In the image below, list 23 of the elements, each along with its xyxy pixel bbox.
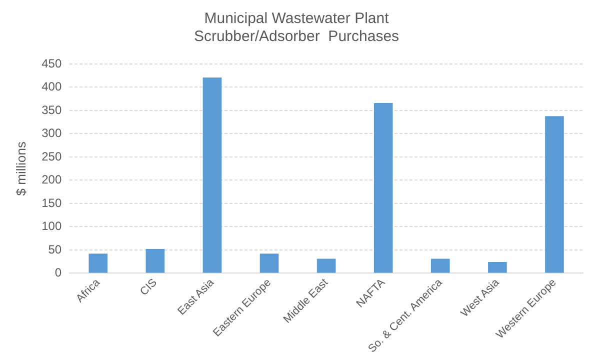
y-axis-title: $ millions (13, 141, 28, 196)
bar (430, 258, 450, 273)
bar (146, 249, 165, 273)
x-tick-label: CIS (138, 276, 160, 298)
y-tick-label: 250 (42, 149, 62, 164)
y-tick-label: 0 (54, 266, 62, 280)
y-tick-label: 150 (42, 196, 62, 210)
bar (316, 258, 336, 273)
text: Municipal Wastewater Plant (204, 10, 389, 28)
y-tick-label: 350 (42, 102, 62, 117)
text: Scrubber/Adsorber Purchases (194, 28, 400, 46)
y-tick-label: 300 (42, 126, 62, 140)
y-tick-label: 450 (42, 56, 62, 70)
y-tick-label: 400 (42, 80, 62, 94)
y-tick-label: 50 (48, 242, 62, 256)
bar (488, 262, 507, 273)
y-tick-label: 100 (42, 219, 62, 234)
bar (88, 254, 108, 273)
y-tick-label: 200 (42, 172, 62, 187)
bar (545, 116, 564, 273)
bar (202, 77, 222, 273)
bar (374, 103, 393, 273)
bar (260, 254, 279, 273)
